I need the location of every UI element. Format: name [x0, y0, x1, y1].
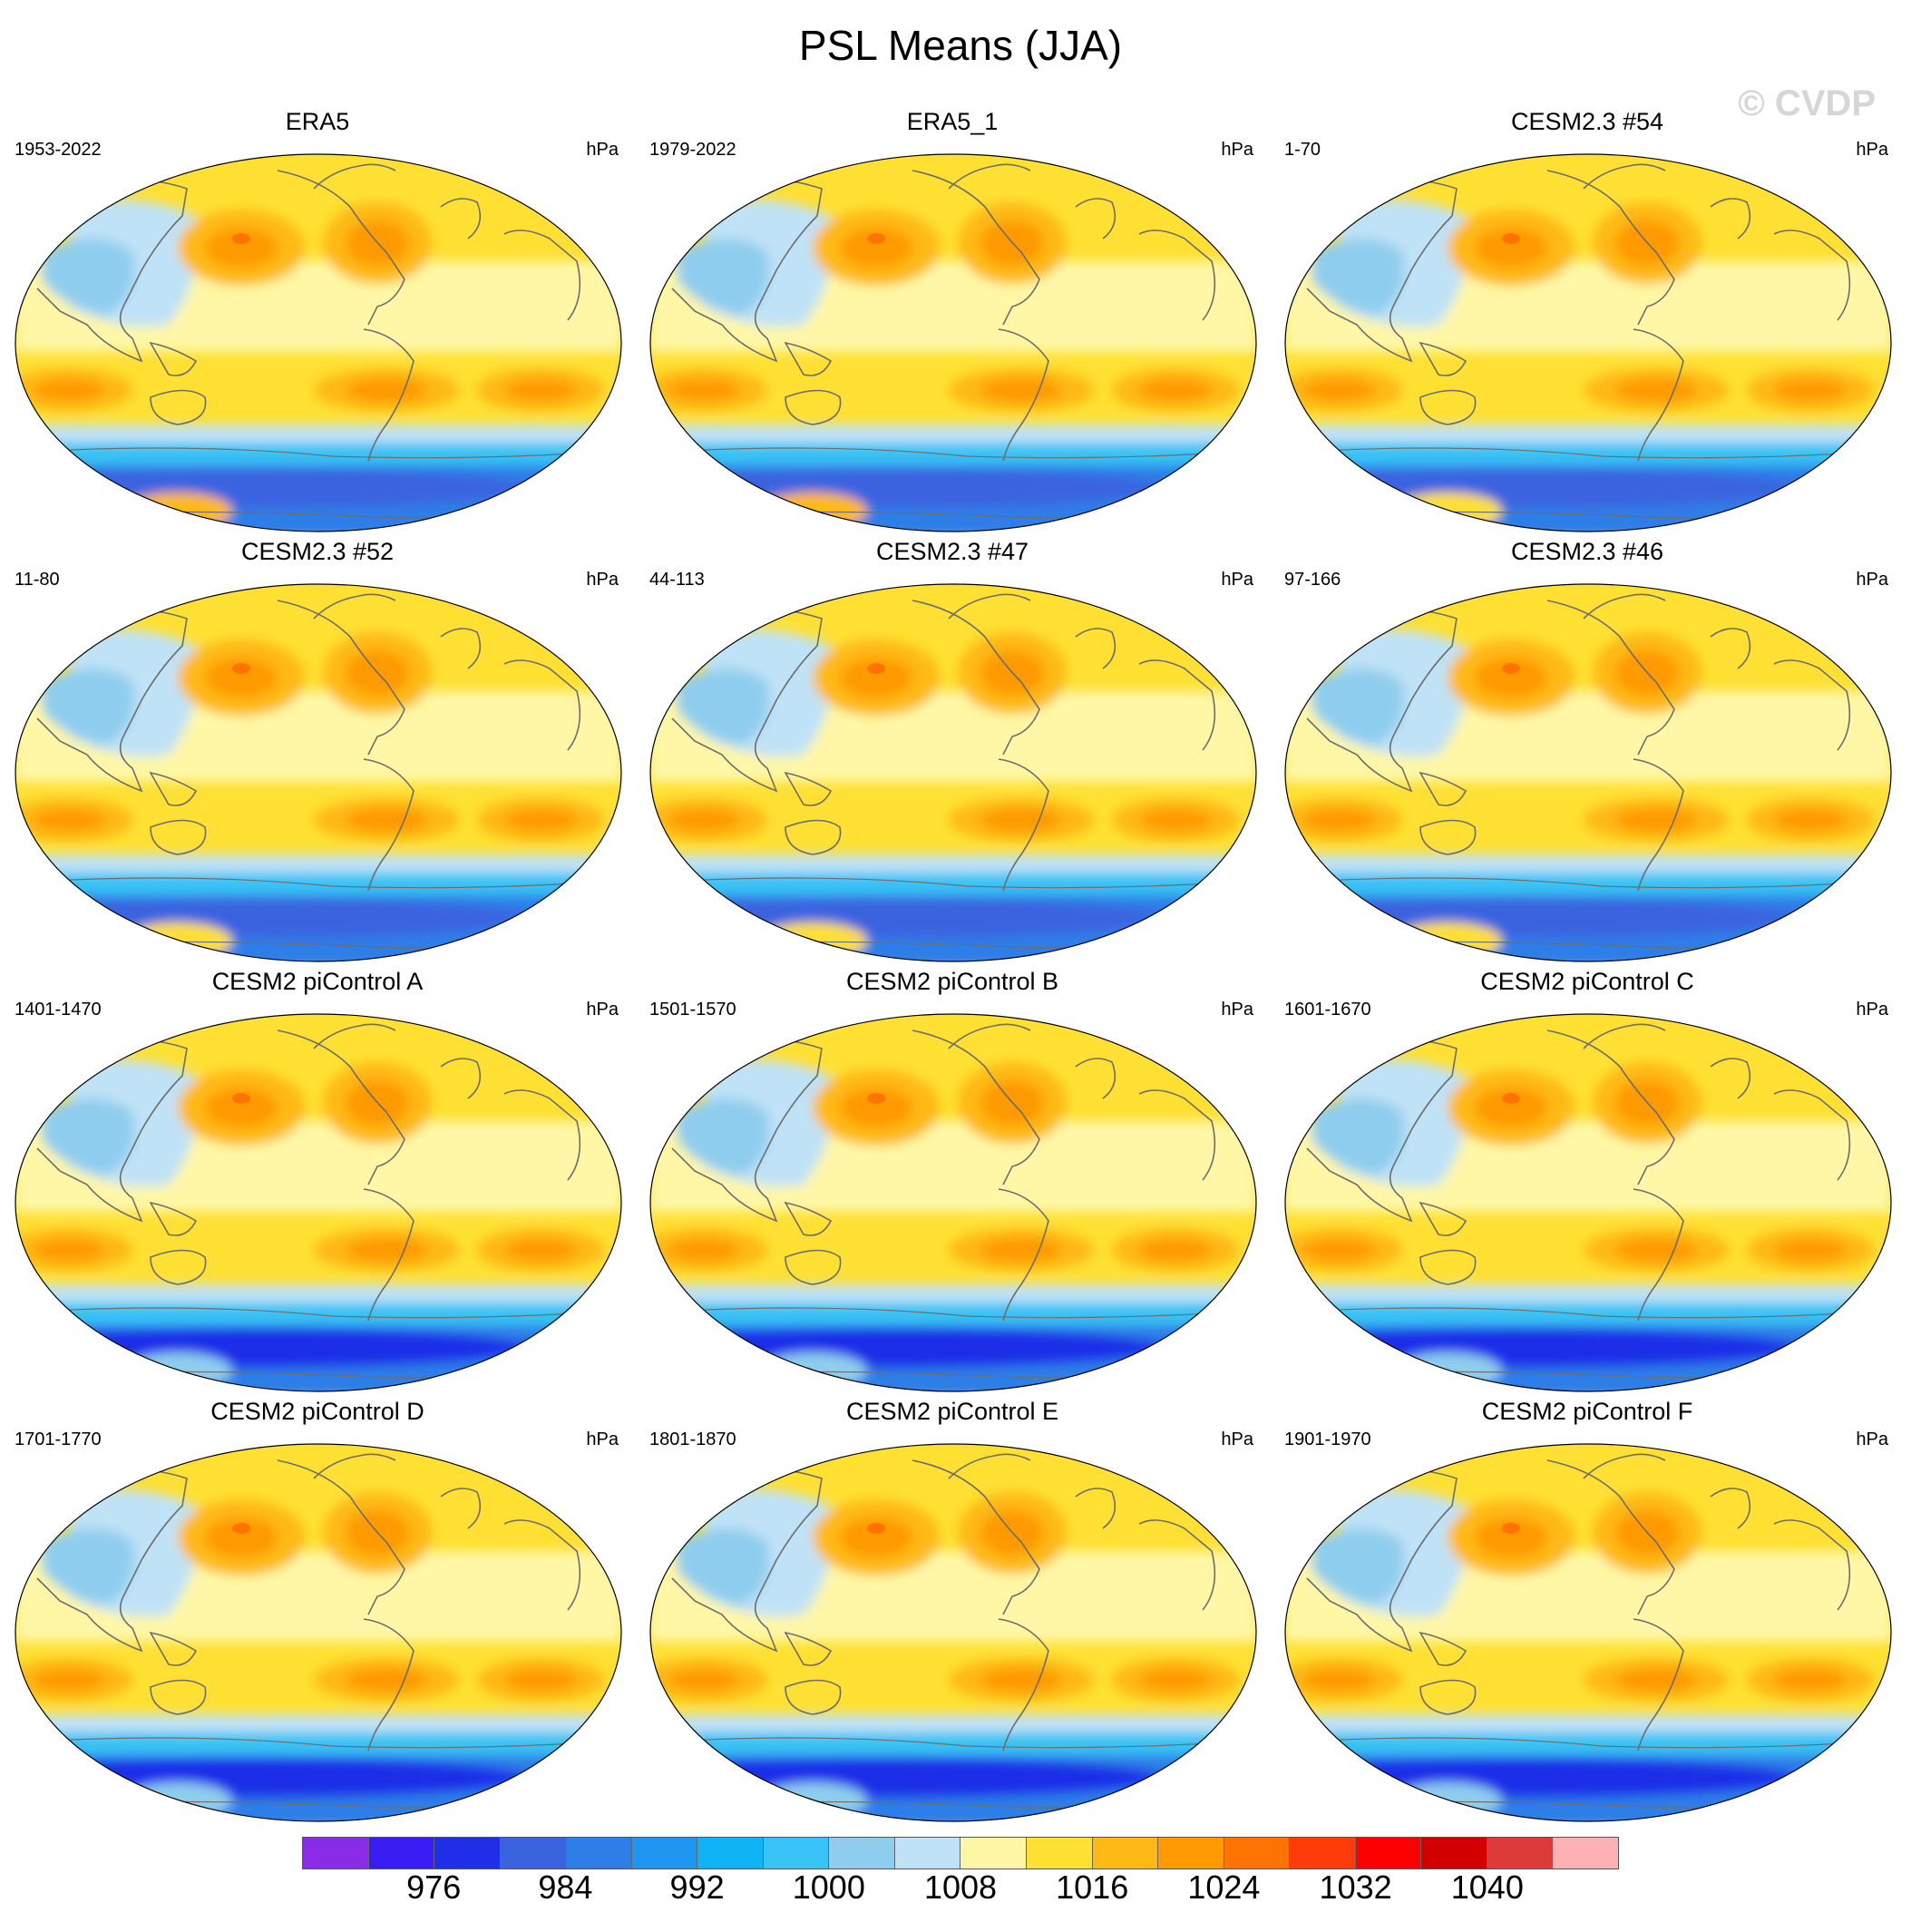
- colorbar-swatch: [434, 1838, 501, 1869]
- panel-units: hPa: [1221, 1000, 1253, 1020]
- colorbar-tick-label: 1008: [923, 1869, 998, 1906]
- panel-title: CESM2.3 #47: [875, 538, 1029, 565]
- panel-units: hPa: [586, 140, 619, 160]
- figure-title: PSL Means (JJA): [798, 22, 1123, 69]
- psl-map: [15, 1013, 622, 1392]
- map-panel: CESM2.3 #46 97-166 hPa: [1270, 537, 1905, 963]
- colorbar-swatch: [894, 1838, 961, 1869]
- psl-map: [649, 1013, 1257, 1392]
- colorbar-swatch: [1158, 1838, 1224, 1869]
- panel-period: 1979-2022: [649, 140, 736, 160]
- map-panel: CESM2 piControl F 1901-1970 hPa: [1270, 1397, 1905, 1823]
- colorbar-swatch: [960, 1838, 1028, 1869]
- panel-period: 1501-1570: [649, 1000, 736, 1020]
- panel-period: 97-166: [1284, 570, 1341, 590]
- colorbar-tick-label: 1040: [1450, 1869, 1524, 1906]
- psl-map: [15, 153, 622, 532]
- panel-units: hPa: [1856, 140, 1888, 160]
- panel-period: 11-80: [15, 570, 60, 590]
- panel-title: ERA5_1: [906, 108, 999, 135]
- colorbar-swatch: [1553, 1838, 1618, 1869]
- colorbar-tick-label: 976: [406, 1869, 462, 1906]
- psl-map: [649, 583, 1257, 962]
- panel-title: CESM2.3 #54: [1510, 108, 1664, 135]
- panel-period: 1801-1870: [649, 1429, 736, 1449]
- panel-title: CESM2 piControl E: [845, 1398, 1059, 1425]
- panel-units: hPa: [586, 1429, 619, 1449]
- colorbar-tick-label: 1032: [1319, 1869, 1392, 1906]
- panel-title: CESM2.3 #52: [240, 538, 395, 565]
- panel-title: CESM2.3 #46: [1510, 538, 1664, 565]
- colorbar-swatch: [697, 1838, 764, 1869]
- colorbar-swatch: [1092, 1838, 1159, 1869]
- colorbar-tick-label: 1000: [792, 1869, 865, 1906]
- panel-period: 1-70: [1284, 140, 1321, 160]
- panel-title: CESM2 piControl A: [211, 968, 424, 995]
- colorbar-tick-label: 992: [669, 1869, 725, 1906]
- panel-title: CESM2 piControl D: [210, 1398, 424, 1425]
- panel-period: 1953-2022: [15, 140, 102, 160]
- colorbar-swatch: [368, 1838, 435, 1869]
- map-panel: CESM2 piControl D 1701-1770 hPa: [0, 1397, 635, 1823]
- colorbar-swatch: [303, 1838, 369, 1869]
- colorbar-swatch: [1290, 1838, 1356, 1869]
- colorbar: [302, 1837, 1619, 1869]
- panel-units: hPa: [1221, 1429, 1253, 1449]
- panel-title: CESM2 piControl B: [845, 968, 1059, 995]
- map-panel: CESM2.3 #47 44-113 hPa: [635, 537, 1270, 963]
- colorbar-tick-label: 1016: [1056, 1869, 1129, 1906]
- panel-period: 1701-1770: [15, 1429, 102, 1449]
- psl-map: [1284, 1013, 1892, 1392]
- psl-map: [649, 153, 1257, 532]
- colorbar-swatch: [500, 1838, 567, 1869]
- panel-title: CESM2 piControl C: [1480, 968, 1694, 995]
- psl-map: [15, 1443, 622, 1822]
- map-panel: CESM2.3 #52 11-80 hPa: [0, 537, 635, 963]
- panel-title: ERA5: [285, 108, 350, 135]
- psl-map: [1284, 153, 1892, 532]
- psl-map: [649, 1443, 1257, 1822]
- panel-units: hPa: [1221, 140, 1253, 160]
- colorbar-swatch: [566, 1838, 632, 1869]
- panel-units: hPa: [1856, 1429, 1888, 1449]
- colorbar-swatch: [1224, 1838, 1291, 1869]
- panel-units: hPa: [586, 1000, 619, 1020]
- psl-map: [15, 583, 622, 962]
- map-panel: CESM2 piControl C 1601-1670 hPa: [1270, 967, 1905, 1393]
- colorbar-swatch: [829, 1838, 895, 1869]
- colorbar-swatch: [763, 1838, 830, 1869]
- panel-units: hPa: [1221, 570, 1253, 590]
- colorbar-swatch: [1487, 1838, 1554, 1869]
- panel-units: hPa: [1856, 570, 1888, 590]
- panel-title: CESM2 piControl F: [1481, 1398, 1693, 1425]
- panel-units: hPa: [586, 570, 619, 590]
- map-panel: ERA5_1 1979-2022 hPa: [635, 107, 1270, 533]
- panel-period: 1401-1470: [15, 1000, 102, 1020]
- map-panel: CESM2 piControl B 1501-1570 hPa: [635, 967, 1270, 1393]
- map-panel: CESM2.3 #54 1-70 hPa: [1270, 107, 1905, 533]
- colorbar-tick-label: 984: [538, 1869, 593, 1906]
- panel-units: hPa: [1856, 1000, 1888, 1020]
- map-panel: CESM2 piControl A 1401-1470 hPa: [0, 967, 635, 1393]
- panel-period: 1901-1970: [1284, 1429, 1371, 1449]
- colorbar-labels: 976 984 992 1000 1008 1016 1024 1032 1040: [302, 1869, 1619, 1914]
- colorbar-tick-label: 1024: [1187, 1869, 1261, 1906]
- colorbar-swatch: [1027, 1838, 1093, 1869]
- psl-map: [1284, 583, 1892, 962]
- map-panel: ERA5 1953-2022 hPa: [0, 107, 635, 533]
- map-panel: CESM2 piControl E 1801-1870 hPa: [635, 1397, 1270, 1823]
- panel-period: 44-113: [649, 570, 705, 590]
- colorbar-swatch: [1421, 1838, 1487, 1869]
- panel-period: 1601-1670: [1284, 1000, 1371, 1020]
- colorbar-swatch: [1355, 1838, 1422, 1869]
- colorbar-swatch: [631, 1838, 698, 1869]
- cvdp-watermark: © CVDP: [1738, 83, 1876, 123]
- psl-map: [1284, 1443, 1892, 1822]
